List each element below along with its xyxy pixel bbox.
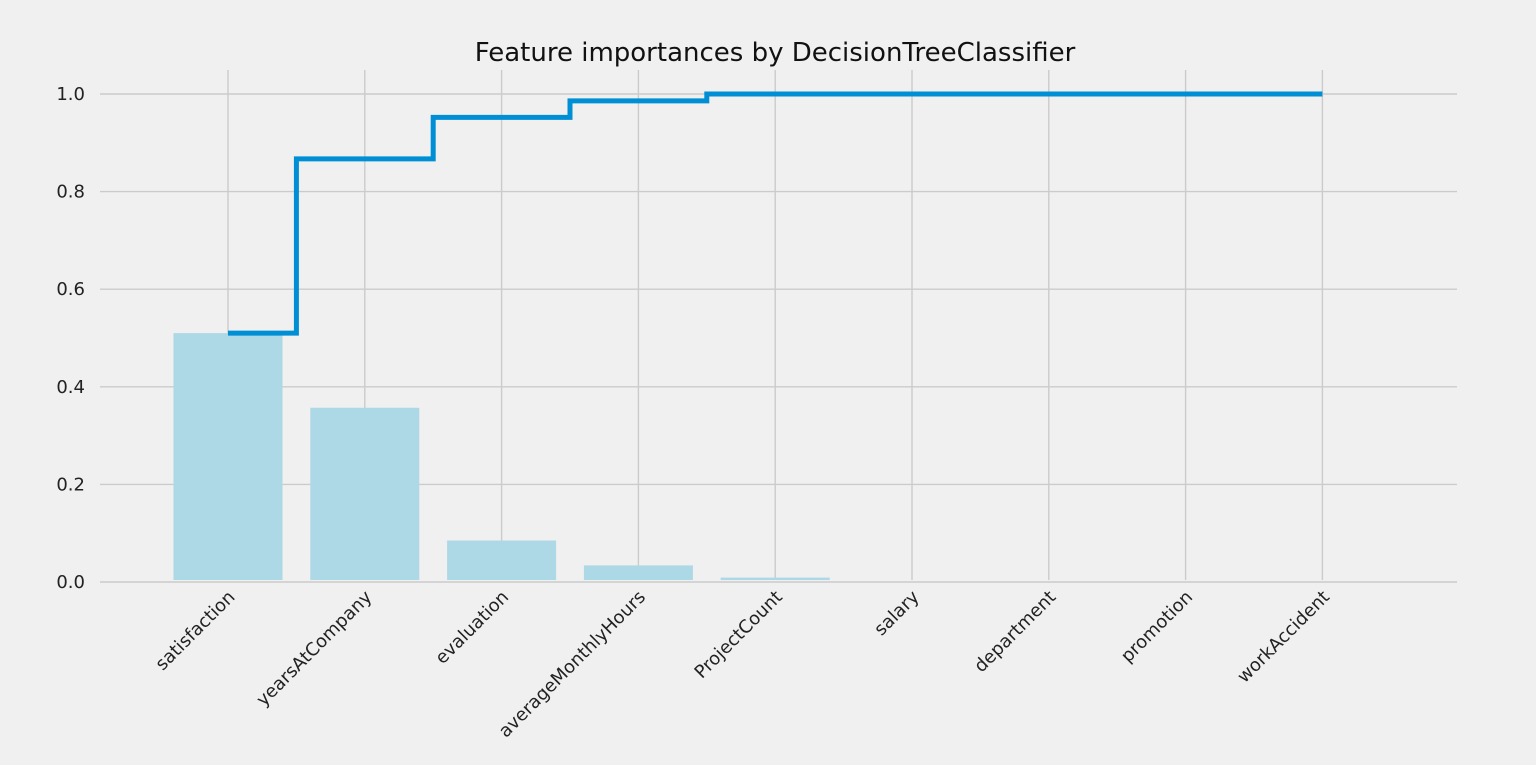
cumulative-importance-line	[228, 91, 1323, 336]
bar-yearsAtCompany	[310, 407, 420, 580]
chart-title: Feature importances by DecisionTreeClass…	[475, 38, 1076, 68]
y-tick-label: 0.0	[56, 572, 85, 593]
line-layer	[228, 91, 1323, 336]
y-axis-ticks: 0.0 0.2 0.4 0.6 0.8 1.0	[56, 84, 85, 593]
y-tick-label: 1.0	[56, 84, 85, 105]
bar-averageMonthlyHours	[583, 565, 693, 580]
bar-satisfaction	[173, 333, 283, 580]
y-tick-label: 0.6	[56, 279, 85, 300]
grid-layer	[100, 70, 1457, 583]
bar-ProjectCount	[720, 577, 830, 580]
y-tick-label: 0.8	[56, 182, 85, 203]
bar-evaluation	[447, 540, 557, 580]
y-tick-label: 0.4	[56, 377, 85, 398]
y-tick-label: 0.2	[56, 474, 85, 495]
bar-layer	[173, 333, 830, 580]
